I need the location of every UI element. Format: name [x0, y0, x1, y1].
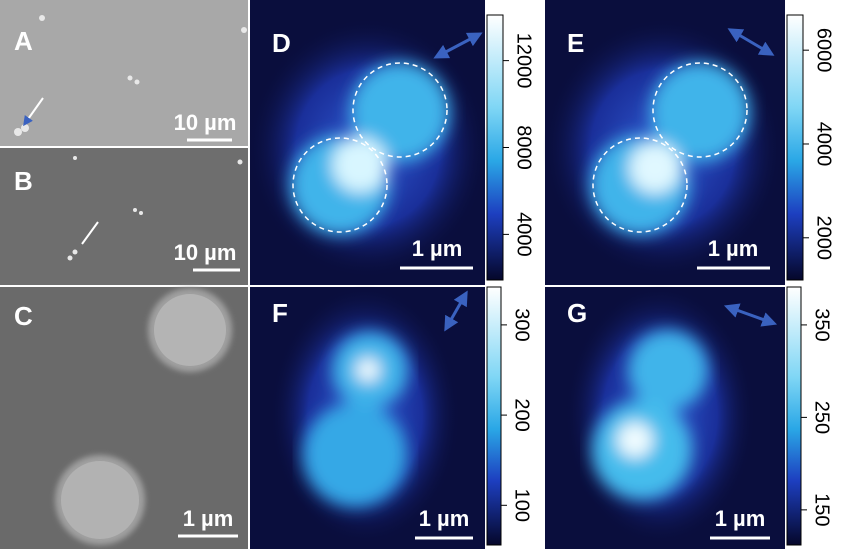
panel-label: A [14, 26, 33, 56]
sem-panels [0, 0, 248, 549]
colorbar [487, 287, 501, 545]
scale-bar-label: 10 µm [174, 240, 237, 265]
panel-label: E [567, 28, 584, 58]
panel-label: C [14, 301, 33, 331]
colorbar-tick-label: 2000 [813, 216, 835, 260]
scale-bar-label: 1 µm [419, 506, 470, 531]
colorbar-tick-label: 6000 [813, 28, 835, 72]
colorbar-tick-label: 150 [811, 493, 833, 526]
panel-label: G [567, 298, 587, 328]
colorbar-tick-label: 250 [811, 401, 833, 434]
panel-label: D [272, 28, 291, 58]
colorbar [487, 15, 503, 280]
colorbar-tick-label: 4000 [513, 212, 535, 257]
scale-bar-label: 1 µm [412, 236, 463, 261]
colorbar [787, 287, 801, 545]
scale-bar-label: 10 µm [174, 110, 237, 135]
panel-label: F [272, 298, 288, 328]
colorbar-tick-label: 12000 [513, 33, 535, 89]
colorbar-tick-label: 4000 [813, 122, 835, 167]
scale-bar-label: 1 µm [708, 236, 759, 261]
scale-bar-label: 1 µm [183, 506, 234, 531]
colorbar-tick-label: 8000 [513, 125, 535, 170]
figure: A 10 µm B 10 µm C 1 µm D 1 µm E 1 µm F 1… [0, 0, 843, 549]
panel-label: B [14, 166, 33, 196]
colorbar-tick-label: 300 [511, 308, 533, 341]
colorbar-tick-label: 100 [511, 489, 533, 522]
colorbar-tick-label: 200 [511, 398, 533, 431]
colorbar [787, 15, 803, 280]
colorbar-tick-label: 350 [811, 308, 833, 341]
scale-bar-label: 1 µm [715, 506, 766, 531]
